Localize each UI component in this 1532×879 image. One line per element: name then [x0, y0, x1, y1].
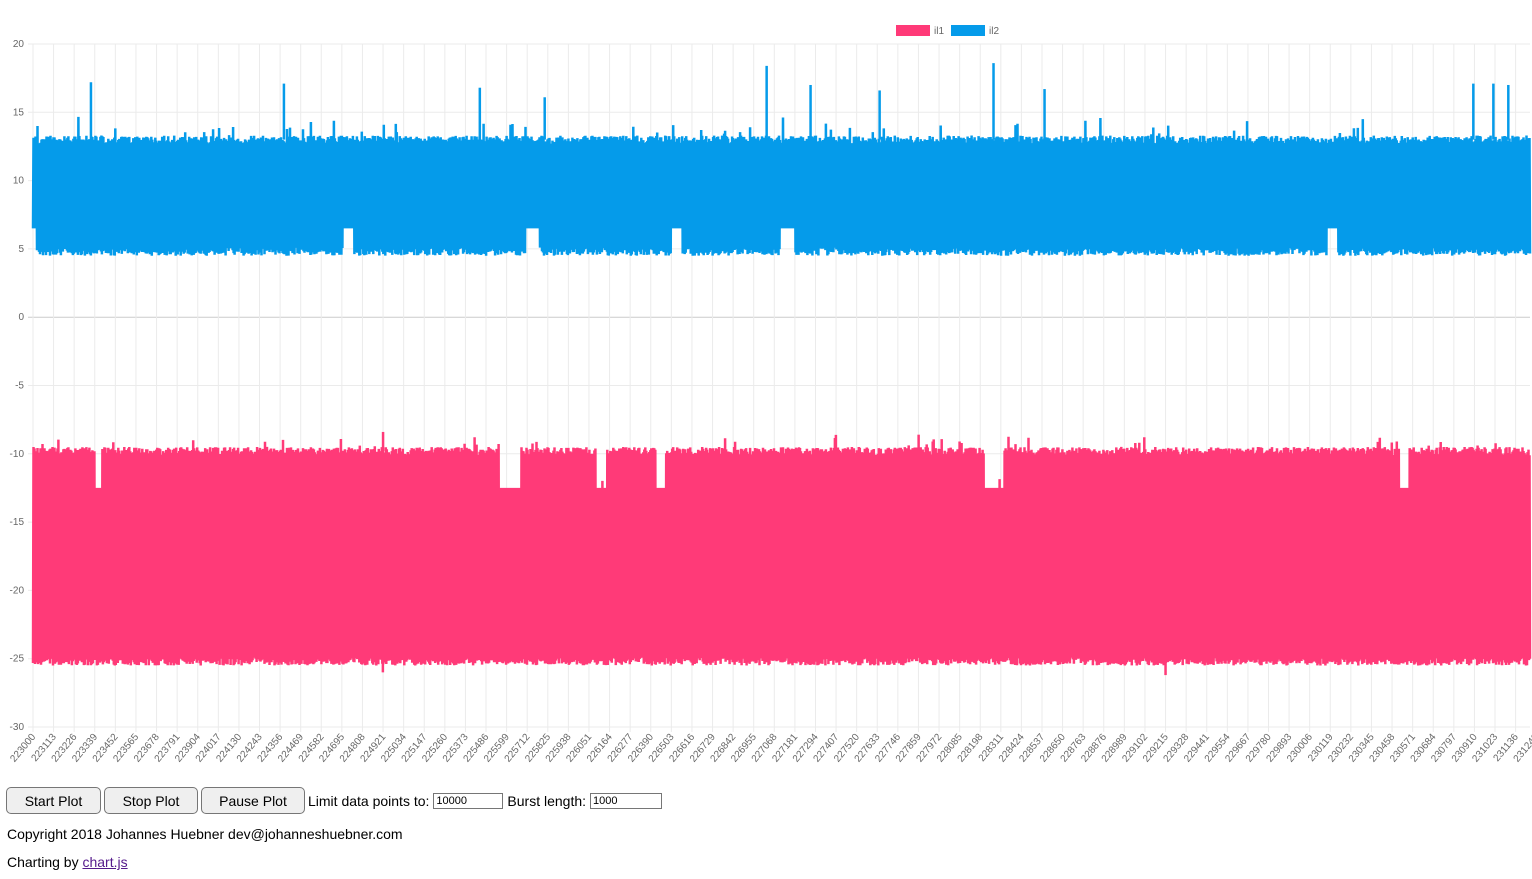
y-tick-label: -15 — [10, 517, 25, 528]
y-tick-label: 20 — [13, 39, 25, 50]
charting-credit: Charting by chart.js — [7, 854, 128, 870]
legend-label: il1 — [934, 26, 944, 37]
line-chart: 20151050-5-10-15-20-25-30223000223113223… — [8, 25, 1532, 764]
y-tick-label: 10 — [13, 176, 25, 187]
y-tick-label: 15 — [13, 107, 25, 118]
series-line-il2 — [31, 116, 1532, 256]
legend-swatch-il2 — [951, 25, 985, 36]
series-line-il1 — [31, 434, 1532, 666]
y-tick-label: -30 — [10, 722, 25, 733]
pause-plot-button[interactable]: Pause Plot — [201, 787, 305, 814]
charting-prefix: Charting by — [7, 854, 83, 870]
stop-plot-button[interactable]: Stop Plot — [104, 787, 198, 814]
y-tick-label: -25 — [10, 654, 25, 665]
limit-data-points-input[interactable] — [433, 792, 504, 809]
limit-label: Limit data points to: — [308, 792, 430, 809]
controls-bar: Start Plot Stop Plot Pause Plot Limit da… — [6, 787, 663, 814]
y-tick-label: 5 — [18, 244, 24, 255]
legend-swatch-il1 — [896, 25, 930, 36]
burst-length-input[interactable] — [590, 792, 663, 809]
y-tick-label: 0 — [18, 312, 24, 323]
chartjs-link[interactable]: chart.js — [82, 854, 128, 870]
y-tick-label: -5 — [15, 381, 24, 392]
legend-label: il2 — [989, 26, 999, 37]
burst-label: Burst length: — [507, 792, 587, 809]
y-tick-label: -20 — [10, 585, 25, 596]
copyright-text: Copyright 2018 Johannes Huebner dev@joha… — [7, 826, 403, 842]
y-tick-label: -10 — [10, 449, 25, 460]
start-plot-button[interactable]: Start Plot — [6, 787, 101, 814]
